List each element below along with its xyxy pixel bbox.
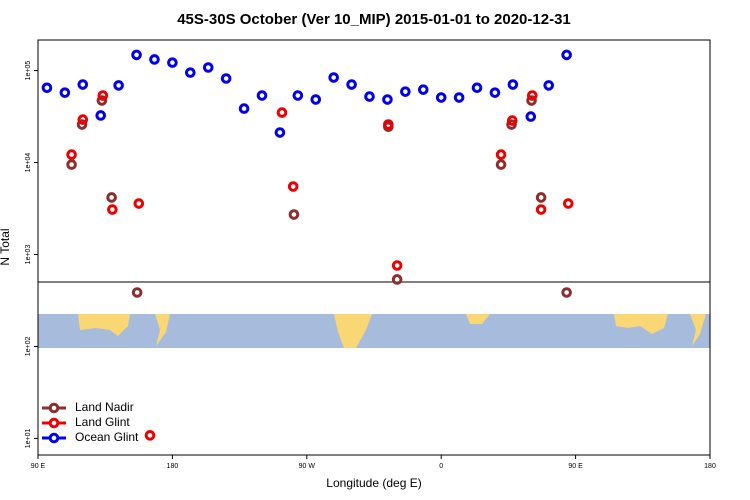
point [41,82,53,94]
point [507,79,519,90]
point [535,204,547,215]
point [76,119,88,130]
point [506,115,518,126]
point [364,91,375,102]
x-tick-label: 180 [704,463,716,470]
legend-label: Ocean Glint [75,430,139,444]
point [185,67,196,78]
point [292,90,304,101]
point [526,90,538,101]
point [310,94,322,105]
map-strip [38,314,710,348]
x-axis-label: Longitude (deg E) [326,476,421,490]
point [346,79,357,90]
point [471,82,483,94]
x-tick-label: 90 E [568,463,583,470]
point [562,198,574,209]
point [435,92,447,103]
point [66,149,77,160]
point [59,87,71,98]
point [543,80,555,91]
point [106,192,117,203]
point [238,103,250,114]
x-tick-label: 90 W [299,463,316,470]
y-tick-label: 1e+03 [25,245,32,265]
point [382,94,393,105]
point [525,111,537,122]
point [288,209,300,220]
point [107,204,118,215]
legend-marker [48,402,60,414]
point [535,192,547,203]
point [95,110,107,121]
legend-label: Land Nadir [75,400,134,414]
point [495,149,507,160]
point [489,87,501,98]
point [561,287,572,298]
x-tick-label: 0 [439,463,443,470]
point [220,73,232,84]
y-tick-label: 1e+01 [25,428,32,448]
point [149,54,160,65]
y-tick-label: 1e+02 [25,337,32,357]
point [96,95,108,106]
point [383,119,394,130]
point [495,159,507,170]
point [274,127,286,138]
chart-title: 45S-30S October (Ver 10_MIP) 2015-01-01 … [177,11,571,28]
point [131,287,143,298]
point [561,49,572,61]
legend-marker [48,432,60,444]
point [256,90,268,101]
point [66,159,77,170]
plot-frame [37,39,711,456]
point [133,198,145,209]
x-tick-label: 90 E [31,463,46,470]
y-tick-label: 1e+05 [25,61,32,81]
legend-marker [48,417,60,429]
y-axis-label: N Total [0,228,12,265]
point [400,86,411,97]
point [97,90,109,101]
point [391,260,403,271]
point [453,92,465,103]
point [391,274,403,285]
point [77,114,89,125]
point [417,84,429,95]
point [113,80,124,91]
point [276,107,288,118]
point [131,49,142,61]
point [526,95,537,106]
point [287,181,299,192]
x-tick-label: 180 [167,463,179,470]
legend-label: Land Glint [75,415,130,429]
point [328,72,339,83]
point [77,79,89,90]
point [144,430,156,441]
point [167,57,178,68]
point [202,62,214,73]
y-tick-label: 1e+04 [25,153,32,173]
